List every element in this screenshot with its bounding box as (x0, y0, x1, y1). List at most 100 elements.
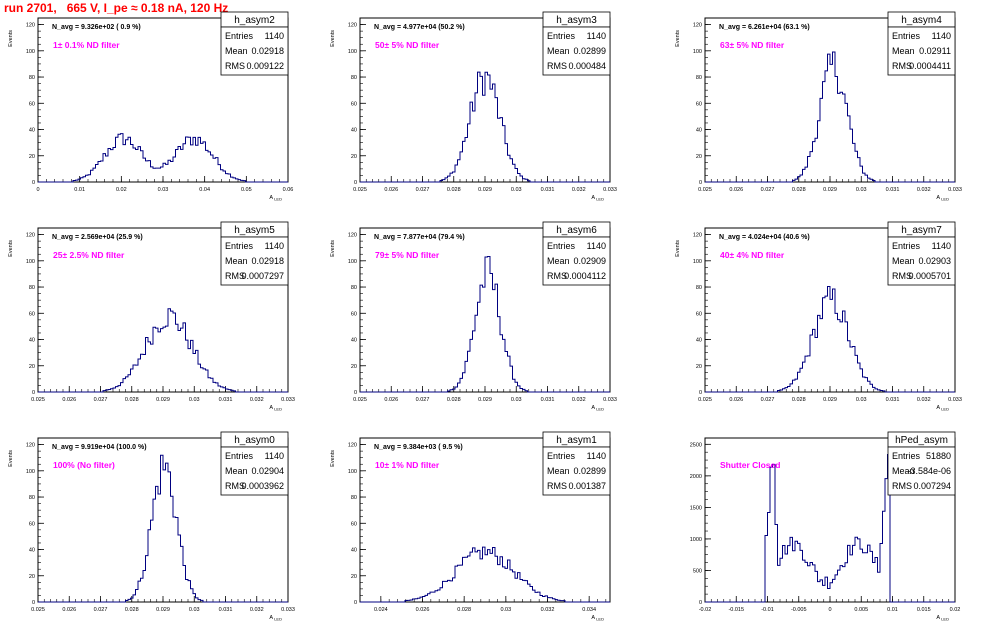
filter-annotation: 40± 4% ND filter (720, 250, 785, 260)
x-tick-label: 0.033 (948, 397, 962, 403)
x-tick-label: 0.03 (856, 187, 867, 193)
x-tick-label: 0.029 (156, 397, 170, 403)
x-tick-label: 0.029 (478, 397, 492, 403)
x-tick-label: 0.028 (447, 397, 461, 403)
x-tick-label: 0.027 (416, 397, 430, 403)
stats-value: 0.0003962 (241, 481, 284, 491)
x-tick-label: -0.005 (791, 607, 807, 613)
x-tick-label: 0.031 (219, 607, 233, 613)
x-tick-label: 0.03 (189, 397, 200, 403)
x-tick-label: 0.028 (125, 397, 139, 403)
stats-label: Entries (547, 451, 576, 461)
stats-box (887, 236, 956, 286)
histogram-bins (360, 546, 610, 603)
stats-value: 1140 (932, 31, 951, 41)
filter-annotation: Shutter Closed (720, 460, 780, 470)
x-tick-label: 0.025 (353, 187, 367, 193)
y-tick-label: 0 (32, 600, 35, 606)
run-title: run 2701, 665 V, I_pe ≈ 0.18 nA, 120 Hz (4, 1, 229, 15)
stats-value: 0.02918 (251, 256, 284, 266)
histogram-bins (705, 51, 955, 183)
histogram-panel-h_asym7: 0 20 40 60 80 100 120 0.025 0.026 0.027 0.028 0.029… (675, 221, 962, 412)
y-tick-label: 80 (351, 75, 357, 81)
y-tick-label: 100 (26, 259, 35, 265)
stats-label: Mean (547, 46, 570, 56)
y-axis-title: Events (8, 30, 14, 47)
stats-label: Mean (225, 256, 248, 266)
y-tick-label: 80 (29, 285, 35, 291)
y-tick-label: 40 (29, 548, 35, 554)
x-tick-label: 0.031 (886, 397, 900, 403)
stats-value: 0.001387 (568, 481, 606, 491)
y-tick-label: 0 (354, 390, 357, 396)
x-tick-label: 0.03 (511, 397, 522, 403)
y-tick-label: 120 (693, 233, 702, 239)
y-tick-label: 120 (26, 233, 35, 239)
histogram-bins (705, 285, 955, 393)
y-tick-label: 100 (26, 49, 35, 55)
x-tick-label: 0.032 (541, 607, 555, 613)
y-tick-label: 20 (351, 364, 357, 370)
y-tick-label: 40 (351, 548, 357, 554)
histogram-name: h_asym5 (234, 225, 275, 236)
x-tick-label: 0.031 (886, 187, 900, 193)
y-tick-label: 20 (29, 154, 35, 160)
x-tick-label: 0.033 (281, 397, 295, 403)
y-tick-label: 0 (32, 390, 35, 396)
filter-annotation: 79± 5% ND filter (375, 250, 440, 260)
stats-label: Mean (892, 256, 915, 266)
filter-annotation: 10± 1% ND filter (375, 460, 440, 470)
y-tick-label: 120 (348, 233, 357, 239)
y-tick-label: 100 (348, 49, 357, 55)
navg-label: N_avg = 9.384e+03 ( 9.5 %) (374, 444, 463, 451)
x-axis-title: A LED (936, 195, 949, 202)
y-tick-label: 100 (348, 259, 357, 265)
x-axis-title: A LED (591, 405, 604, 412)
x-tick-label: 0.031 (219, 397, 233, 403)
x-tick-label: 0.05 (241, 187, 252, 193)
x-tick-label: -0.01 (761, 607, 774, 613)
y-tick-label: 40 (351, 338, 357, 344)
x-tick-label: 0.015 (917, 607, 931, 613)
stats-value: 0.02899 (573, 466, 606, 476)
x-axis-title: A LED (269, 615, 282, 622)
y-axis-title: Events (8, 240, 14, 257)
x-tick-label: 0.026 (729, 187, 743, 193)
stats-value: 0.02899 (573, 46, 606, 56)
y-tick-label: 60 (29, 311, 35, 317)
x-tick-label: 0.02 (950, 607, 961, 613)
stats-label: RMS (892, 61, 912, 71)
x-tick-label: 0.027 (416, 187, 430, 193)
y-tick-label: 40 (29, 338, 35, 344)
x-tick-label: 0.027 (94, 397, 108, 403)
x-tick-label: 0.026 (62, 397, 76, 403)
histogram-panel-h_asym3: 0 20 40 60 80 100 120 0.025 0.026 0.027 0.028 0.029… (330, 11, 617, 202)
histogram-name: h_asym1 (556, 435, 597, 446)
stats-box (220, 236, 289, 286)
y-tick-label: 0 (32, 180, 35, 186)
stats-label: Mean (892, 466, 915, 476)
x-axis-title: A LED (591, 615, 604, 622)
y-tick-label: 80 (351, 495, 357, 501)
stats-label: Entries (892, 451, 921, 461)
y-tick-label: 60 (696, 311, 702, 317)
x-tick-label: 0.027 (94, 607, 108, 613)
histogram-panel-h_asym1: 0 20 40 60 80 100 120 0.024 0.026 0.028 0.03 0.032 0… (330, 431, 611, 622)
y-tick-label: 40 (696, 128, 702, 134)
x-tick-label: 0.032 (250, 397, 264, 403)
histogram-name: h_asym0 (234, 435, 275, 446)
stats-label: Entries (225, 241, 254, 251)
navg-label: N_avg = 9.919e+04 (100.0 %) (52, 444, 147, 451)
x-tick-label: 0.028 (457, 607, 471, 613)
y-tick-label: 0 (699, 180, 702, 186)
x-tick-label: 0.03 (500, 607, 511, 613)
x-tick-label: 0.028 (792, 397, 806, 403)
stats-value: 0.0004112 (564, 271, 606, 281)
y-tick-label: 2000 (690, 474, 702, 480)
histogram-name: h_asym4 (901, 15, 942, 26)
stats-box (542, 26, 611, 76)
x-tick-label: 0.032 (572, 397, 586, 403)
navg-label: N_avg = 6.261e+04 (63.1 %) (719, 24, 810, 31)
stats-value: -3.584e-06 (907, 466, 951, 476)
